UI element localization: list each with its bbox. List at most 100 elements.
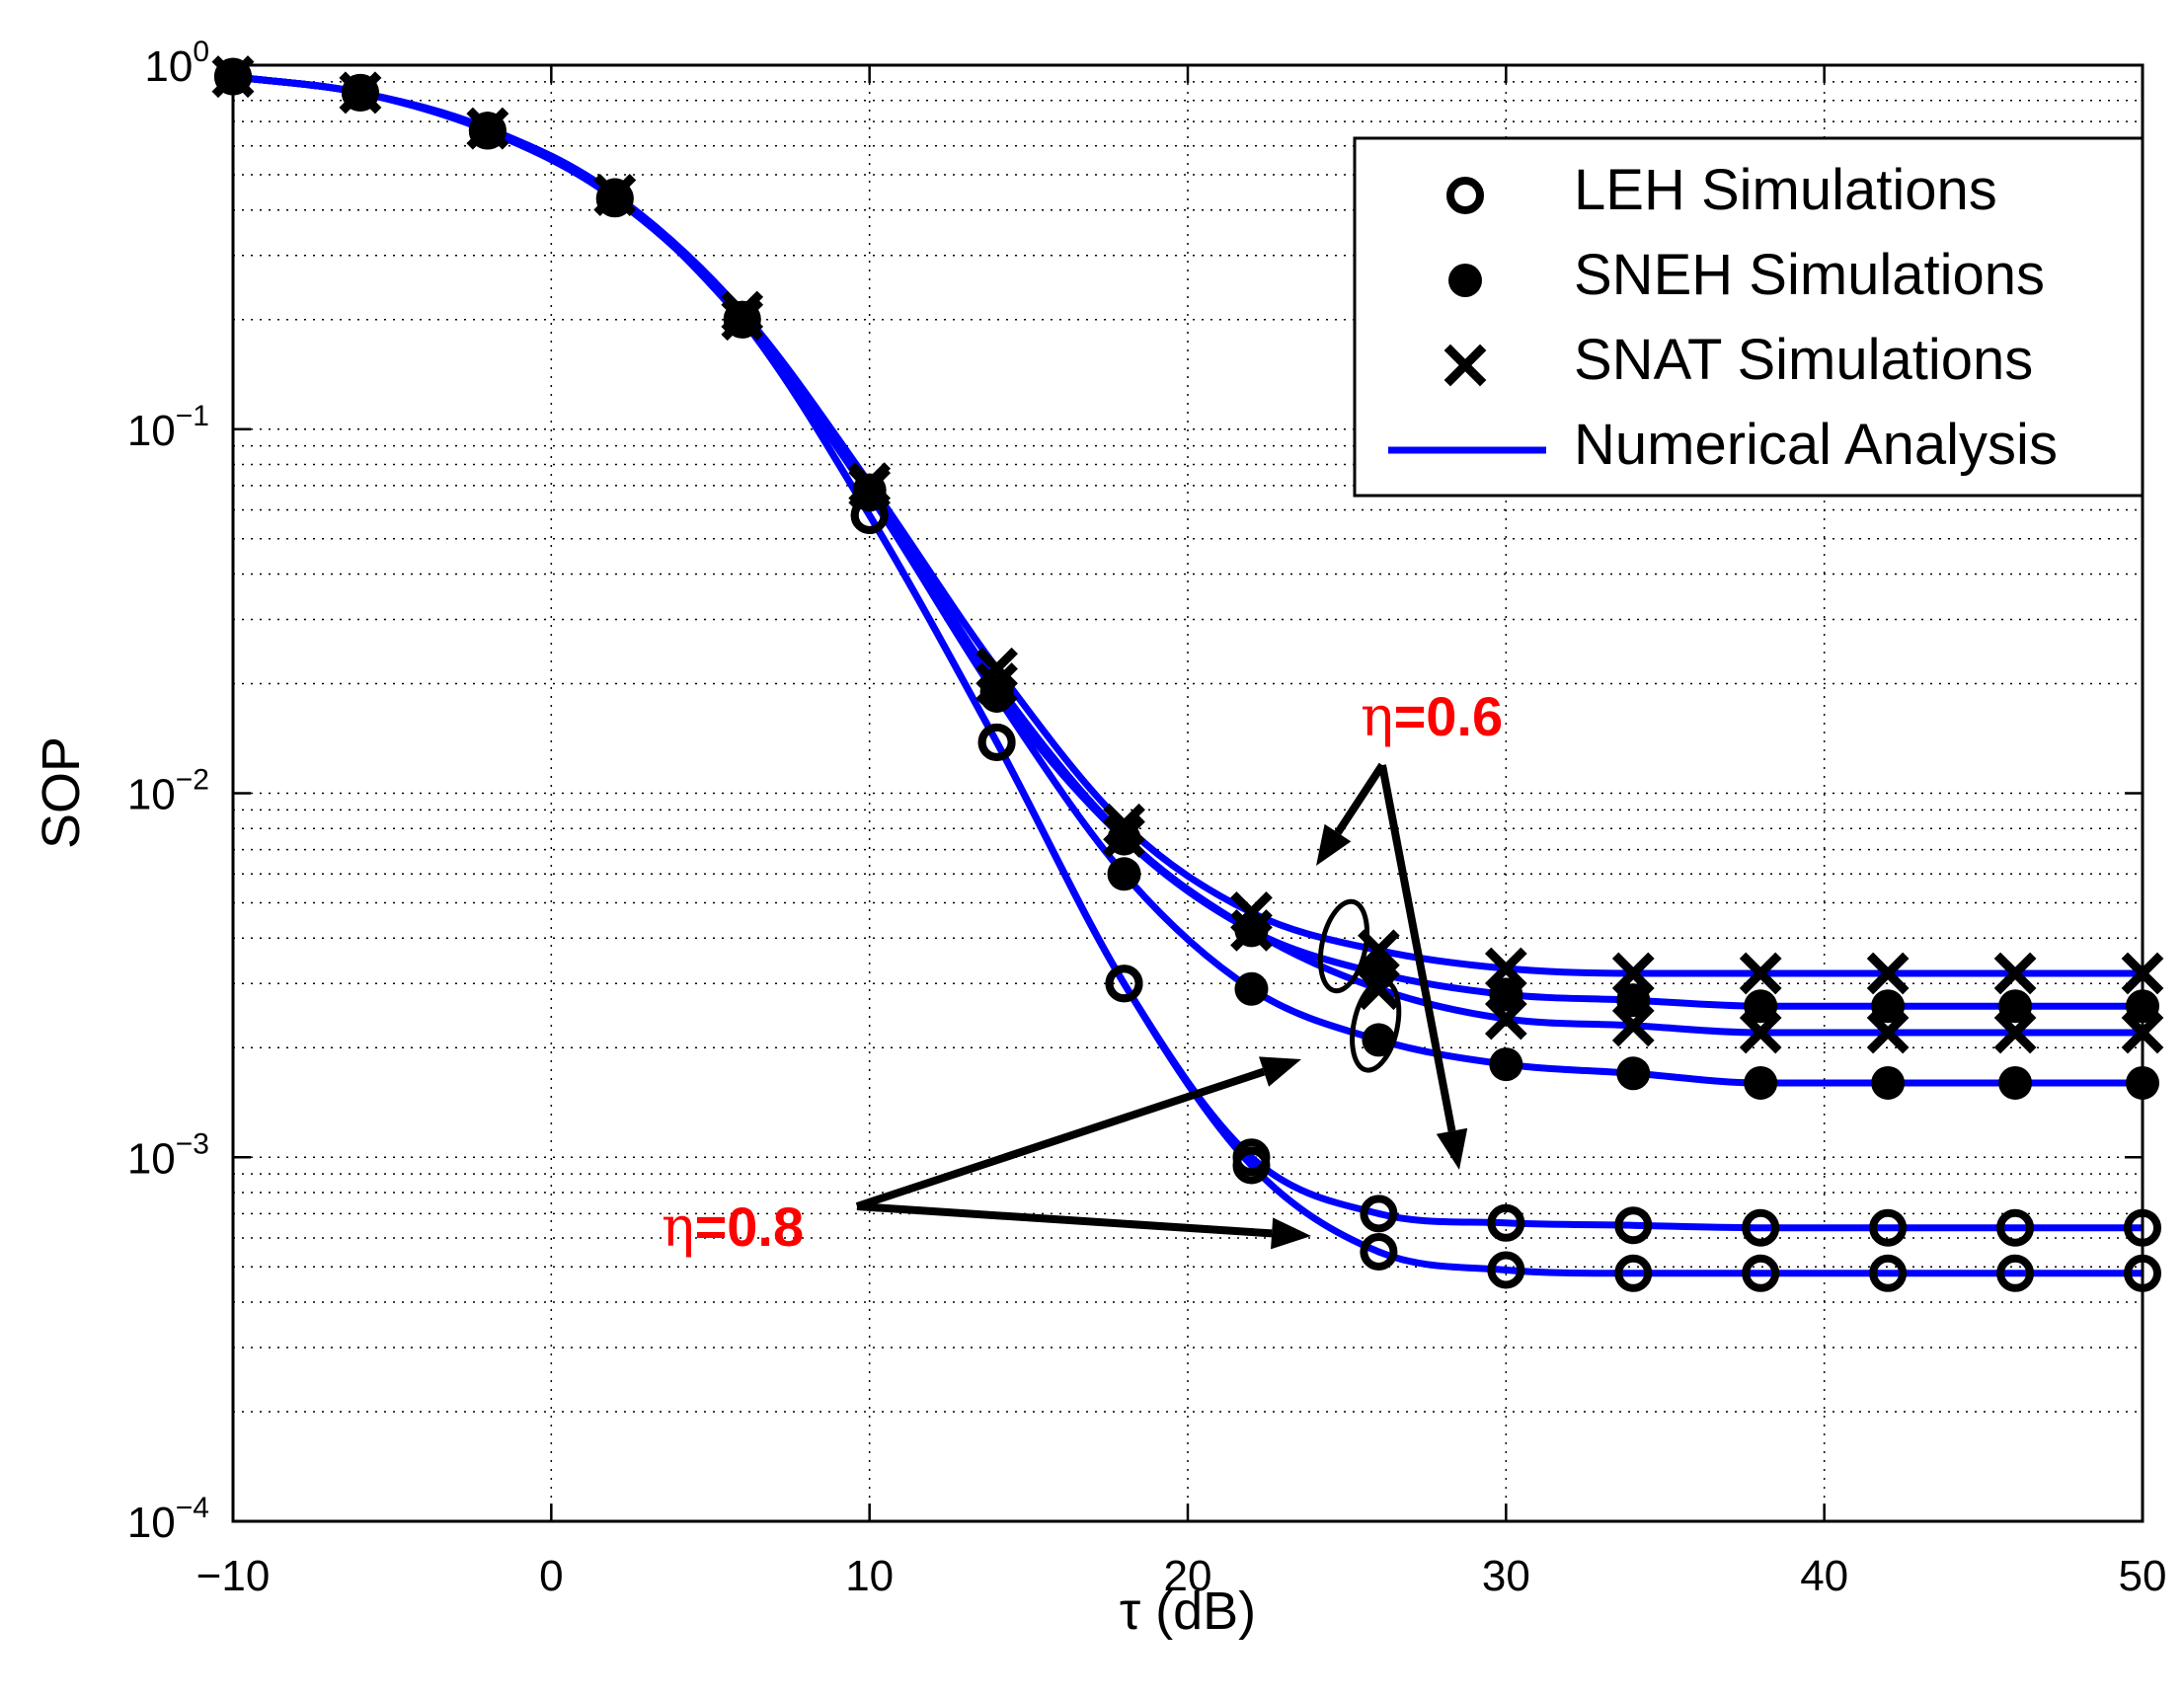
y-tick-base: 10 bbox=[144, 42, 193, 91]
y-tick-base: 10 bbox=[127, 407, 176, 455]
eta-symbol: η bbox=[662, 1196, 695, 1260]
data-point-leh-eta-0-6 bbox=[1614, 1206, 1653, 1245]
x-axis-title: τ (dB) bbox=[1120, 1582, 1256, 1641]
data-point-snat-eta-0-6 bbox=[1993, 952, 2037, 995]
y-tick-label: 10−3 bbox=[127, 1127, 209, 1183]
annotation-ellipse-lower bbox=[1350, 978, 1402, 1073]
data-point-snat-eta-0-6 bbox=[1103, 803, 1145, 846]
annotation-arrow-eta-0-6-lower bbox=[1378, 764, 1468, 1170]
legend-label-numerical: Numerical Analysis bbox=[1574, 413, 2058, 477]
data-point-sneh-eta-0-8 bbox=[1998, 1065, 2033, 1100]
annotation-ellipse-upper bbox=[1317, 898, 1369, 994]
arrow-head bbox=[1316, 823, 1352, 866]
data-point-sneh-eta-0-6 bbox=[1871, 989, 1906, 1024]
data-point-leh-eta-0-8 bbox=[1487, 1251, 1525, 1289]
data-point-snat-eta-0-8 bbox=[1866, 1011, 1910, 1054]
x-tick-label: 0 bbox=[539, 1552, 563, 1600]
annotation-shapes bbox=[855, 762, 1468, 1250]
annotation-arrow-eta-0-6-upper bbox=[1316, 762, 1386, 866]
arrow-head bbox=[1436, 1127, 1468, 1170]
legend-label-snat: SNAT Simulations bbox=[1574, 328, 2033, 392]
data-point-leh-eta-0-8 bbox=[1360, 1232, 1398, 1271]
legend-symbols bbox=[1388, 177, 1546, 454]
data-point-leh-eta-0-6 bbox=[1487, 1203, 1525, 1242]
x-tick-label: 20 bbox=[1164, 1552, 1212, 1600]
data-point-sneh-eta-0-8 bbox=[1616, 1056, 1651, 1091]
annotation-eta-0-8: η=0.8 bbox=[662, 1196, 804, 1260]
data-point-snat-eta-0-8 bbox=[848, 466, 892, 509]
legend: LEH Simulations SNEH Simulations SNAT Si… bbox=[1353, 136, 2145, 498]
data-point-leh-eta-0-6 bbox=[1869, 1208, 1908, 1247]
data-point-sneh-eta-0-8 bbox=[1362, 1023, 1396, 1057]
arrow-head bbox=[1258, 1056, 1301, 1087]
y-tick-exponent: −3 bbox=[176, 1127, 209, 1160]
data-point-snat-eta-0-8 bbox=[1230, 909, 1273, 952]
y-tick-exponent: −1 bbox=[176, 400, 209, 432]
data-point-sneh-eta-0-6 bbox=[1489, 977, 1523, 1012]
arrow-shaft bbox=[855, 1067, 1266, 1210]
data-point-snat-eta-0-6 bbox=[721, 290, 764, 334]
data-point-snat-eta-0-8 bbox=[1611, 1004, 1655, 1047]
y-tick-label: 10−4 bbox=[127, 1492, 209, 1547]
data-point-snat-eta-0-8 bbox=[1484, 997, 1527, 1041]
arrow-head bbox=[1271, 1217, 1311, 1250]
data-point-sneh-eta-0-8 bbox=[1107, 857, 1141, 891]
y-tick-label: 10−1 bbox=[127, 400, 209, 455]
data-point-snat-eta-0-8 bbox=[593, 174, 637, 216]
eta-value: =0.8 bbox=[695, 1196, 805, 1258]
data-point-sneh-eta-0-8 bbox=[1871, 1065, 1906, 1100]
data-point-snat-eta-0-8 bbox=[721, 298, 764, 342]
data-point-leh-eta-0-6 bbox=[1360, 1195, 1398, 1233]
legend-symbol-x bbox=[1443, 344, 1487, 387]
data-point-leh-eta-0-8 bbox=[1742, 1254, 1780, 1292]
y-axis-title: SOP bbox=[32, 736, 91, 849]
data-point-snat-eta-0-6 bbox=[1611, 952, 1655, 995]
legend-label-sneh: SNEH Simulations bbox=[1574, 243, 2045, 307]
data-point-snat-eta-0-8 bbox=[466, 107, 509, 150]
data-point-sneh-eta-0-8 bbox=[1744, 1065, 1778, 1100]
y-tick-label: 100 bbox=[144, 36, 209, 91]
arrow-shaft bbox=[1378, 764, 1456, 1132]
legend-symbol-filled-circle bbox=[1448, 264, 1482, 297]
eta-value: =0.6 bbox=[1394, 685, 1504, 747]
y-tick-exponent: 0 bbox=[193, 36, 209, 68]
data-point-leh-eta-0-6 bbox=[1996, 1208, 2035, 1247]
data-point-leh-eta-0-8 bbox=[1869, 1254, 1908, 1292]
x-tick-label: 50 bbox=[2119, 1552, 2167, 1600]
data-point-snat-eta-0-6 bbox=[1484, 947, 1527, 990]
data-point-leh-eta-0-8 bbox=[977, 723, 1016, 761]
legend-label-leh: LEH Simulations bbox=[1574, 158, 1997, 222]
data-point-snat-eta-0-8 bbox=[1358, 967, 1400, 1011]
markers bbox=[211, 55, 2164, 1292]
data-point-leh-eta-0-8 bbox=[1232, 1146, 1271, 1185]
data-point-leh-eta-0-8 bbox=[1996, 1254, 2035, 1292]
data-point-sneh-eta-0-6 bbox=[1744, 989, 1778, 1024]
data-point-snat-eta-0-6 bbox=[1866, 952, 1910, 995]
data-point-snat-eta-0-8 bbox=[975, 662, 1018, 705]
data-point-sneh-eta-0-8 bbox=[1234, 971, 1269, 1006]
arrow-shaft bbox=[856, 1202, 1273, 1238]
data-point-sneh-eta-0-8 bbox=[1489, 1047, 1523, 1082]
data-point-leh-eta-0-6 bbox=[1742, 1208, 1780, 1247]
x-tick-label: 40 bbox=[1800, 1552, 1848, 1600]
data-point-snat-eta-0-8 bbox=[339, 71, 382, 115]
data-point-leh-eta-0-8 bbox=[1614, 1254, 1653, 1292]
y-tick-base: 10 bbox=[127, 1499, 176, 1547]
data-point-snat-eta-0-8 bbox=[1739, 1011, 1782, 1054]
data-point-sneh-eta-0-6 bbox=[1616, 983, 1651, 1018]
y-tick-exponent: −4 bbox=[176, 1492, 209, 1524]
data-point-leh-eta-0-8 bbox=[1105, 965, 1143, 1003]
data-point-snat-eta-0-6 bbox=[1739, 952, 1782, 995]
y-tick-exponent: −2 bbox=[176, 764, 209, 797]
annotation-arrow-eta-0-8-upper bbox=[855, 1056, 1301, 1210]
eta-symbol: η bbox=[1361, 685, 1394, 749]
legend-box bbox=[1353, 136, 2145, 498]
x-tick-label: 30 bbox=[1482, 1552, 1530, 1600]
annotation-eta-0-6: η=0.6 bbox=[1361, 685, 1503, 749]
data-point-snat-eta-0-8 bbox=[1103, 815, 1145, 858]
data-point-sneh-eta-0-6 bbox=[1998, 989, 2033, 1024]
data-point-snat-eta-0-8 bbox=[1993, 1011, 2037, 1054]
y-tick-base: 10 bbox=[127, 771, 176, 819]
